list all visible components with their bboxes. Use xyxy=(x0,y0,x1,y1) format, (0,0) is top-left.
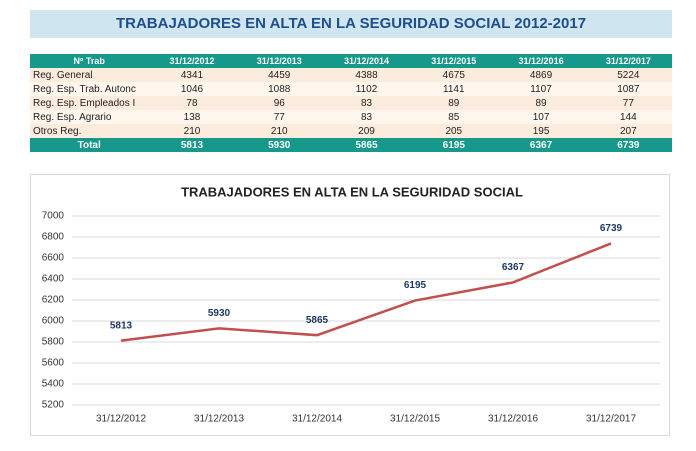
cell: 89 xyxy=(410,96,498,110)
row-label: Reg. Esp. Trab. Autonc xyxy=(30,82,149,96)
y-tick-label: 6000 xyxy=(42,316,65,327)
data-table: Nº Trab 31/12/2012 31/12/2013 31/12/2014 31/… xyxy=(30,54,672,152)
x-tick-label: 31/12/2016 xyxy=(488,414,538,425)
x-tick-label: 31/12/2012 xyxy=(96,414,146,425)
row-label: Reg. Esp. Empleados I xyxy=(30,96,149,110)
cell: 77 xyxy=(584,96,672,110)
x-tick-label: 31/12/2013 xyxy=(194,414,244,425)
cell: 209 xyxy=(322,124,411,138)
cell: 4459 xyxy=(235,68,323,82)
header-row: Nº Trab 31/12/2012 31/12/2013 31/12/2014 31/… xyxy=(30,54,672,68)
data-label: 5930 xyxy=(208,308,231,319)
table-row: Reg. Esp. Empleados I 78 96 83 89 89 77 xyxy=(30,96,672,110)
cell: 1046 xyxy=(148,82,236,96)
column-header: 31/12/2016 xyxy=(497,54,585,68)
cell: 144 xyxy=(584,110,672,124)
cell: 138 xyxy=(148,110,236,124)
cell: 1141 xyxy=(410,82,498,96)
data-label: 5865 xyxy=(306,315,329,326)
y-tick-label: 6400 xyxy=(42,274,65,285)
x-tick-label: 31/12/2017 xyxy=(586,414,636,425)
y-tick-label: 6800 xyxy=(42,232,65,243)
row-label: Reg. General xyxy=(30,68,149,82)
chart: TRABAJADORES EN ALTA EN LA SEGURIDAD SOC… xyxy=(30,174,670,436)
chart-frame xyxy=(30,174,670,436)
cell: 89 xyxy=(497,96,585,110)
x-tick-label: 31/12/2015 xyxy=(390,414,440,425)
data-label: 5813 xyxy=(110,320,133,331)
cell: 107 xyxy=(497,110,585,124)
table-row: Reg. Esp. Agrario 138 77 83 85 107 144 xyxy=(30,110,672,124)
cell: 1107 xyxy=(497,82,585,96)
cell: 96 xyxy=(235,96,323,110)
column-header: 31/12/2015 xyxy=(410,54,498,68)
cell: 1088 xyxy=(235,82,323,96)
data-label: 6367 xyxy=(502,262,525,273)
cell: 4341 xyxy=(148,68,236,82)
y-tick-label: 5400 xyxy=(42,379,65,390)
cell: 4675 xyxy=(410,68,498,82)
cell: 77 xyxy=(235,110,323,124)
cell: 210 xyxy=(235,124,323,138)
cell: 195 xyxy=(497,124,585,138)
row-label: Reg. Esp. Agrario xyxy=(30,110,149,124)
cell: 6739 xyxy=(584,138,672,152)
column-header: 31/12/2013 xyxy=(235,54,323,68)
column-header: 31/12/2017 xyxy=(584,54,672,68)
row-label: Total xyxy=(30,138,149,152)
y-tick-label: 5600 xyxy=(42,358,65,369)
table-row: Reg. Esp. Trab. Autonc 1046 1088 1102 1141 11… xyxy=(30,82,672,96)
cell: 210 xyxy=(148,124,236,138)
cell: 205 xyxy=(410,124,498,138)
cell: 5865 xyxy=(322,138,411,152)
chart-title: TRABAJADORES EN ALTA EN LA SEGURIDAD SOC… xyxy=(181,184,523,199)
cell: 1087 xyxy=(584,82,672,96)
cell: 6367 xyxy=(497,138,585,152)
cell: 4388 xyxy=(322,68,411,82)
y-tick-label: 7000 xyxy=(42,211,65,222)
row-label: Otros Reg. xyxy=(30,124,149,138)
cell: 83 xyxy=(322,96,411,110)
y-tick-label: 6200 xyxy=(42,295,65,306)
x-tick-label: 31/12/2014 xyxy=(292,414,342,425)
table-row: Reg. General 4341 4459 4388 4675 4869 5224 xyxy=(30,68,672,82)
table-row: Otros Reg. 210 210 209 205 195 207 xyxy=(30,124,672,138)
cell: 83 xyxy=(322,110,411,124)
cell: 5930 xyxy=(235,138,323,152)
cell: 5224 xyxy=(584,68,672,82)
cell: 207 xyxy=(584,124,672,138)
y-tick-label: 6600 xyxy=(42,253,65,264)
total-row: Total 5813 5930 5865 6195 6367 6739 xyxy=(30,138,672,152)
line xyxy=(120,242,612,342)
column-header: Nº Trab xyxy=(30,54,149,68)
data-label: 6195 xyxy=(404,280,427,291)
y-tick-label: 5200 xyxy=(42,400,65,411)
page-title: TRABAJADORES EN ALTA EN LA SEGURIDAD SOC… xyxy=(30,10,672,38)
y-tick-label: 5800 xyxy=(42,337,65,348)
column-header: 31/12/2012 xyxy=(148,54,236,68)
cell: 85 xyxy=(410,110,498,124)
data-label: 6739 xyxy=(600,223,623,234)
cell: 1102 xyxy=(322,82,411,96)
cell: 5813 xyxy=(148,138,236,152)
cell: 6195 xyxy=(410,138,498,152)
column-header: 31/12/2014 xyxy=(322,54,411,68)
cell: 78 xyxy=(148,96,236,110)
cell: 4869 xyxy=(497,68,585,82)
